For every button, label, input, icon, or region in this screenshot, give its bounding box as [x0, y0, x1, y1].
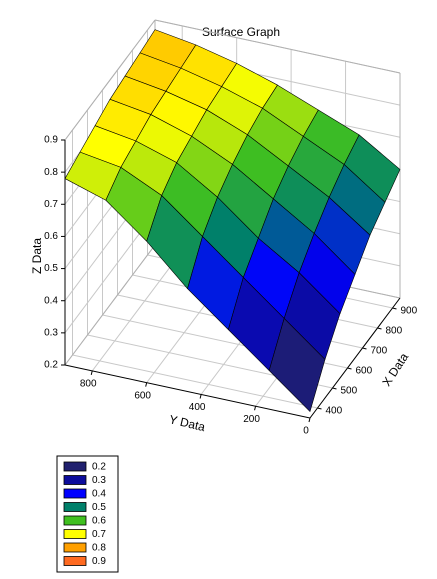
y-tick-label: 800	[80, 379, 97, 390]
axis-line	[64, 364, 311, 419]
legend-swatch	[63, 515, 87, 526]
z-tick-label: 0.4	[44, 295, 58, 306]
x-tick-label: 500	[341, 386, 358, 397]
legend-label: 0.7	[92, 529, 106, 540]
tick-mark	[199, 394, 202, 399]
legend-swatch	[63, 556, 87, 566]
z-tick-label: 0.6	[44, 231, 58, 242]
legend-label: 0.4	[92, 489, 106, 500]
grid-line	[91, 250, 183, 372]
tick-mark	[308, 417, 311, 423]
legend-label: 0.2	[92, 462, 106, 473]
legend-label: 0.3	[92, 475, 106, 486]
tick-mark	[254, 406, 257, 411]
x-tick-label: 600	[356, 366, 373, 377]
z-tick-label: 0.5	[44, 263, 58, 274]
tick-mark	[317, 407, 322, 410]
legend	[56, 455, 119, 573]
legend-label: 0.5	[92, 502, 106, 513]
legend-label: 0.8	[92, 543, 106, 554]
x-tick-label: 400	[326, 406, 343, 417]
box-edge	[64, 244, 156, 366]
y-tick-label: 200	[243, 414, 260, 425]
surface-patch	[268, 318, 326, 412]
legend-label: 0.9	[92, 556, 106, 567]
legend-swatch	[63, 488, 87, 499]
tick-mark	[377, 327, 382, 330]
y-tick-label: 400	[189, 402, 206, 413]
legend-swatch	[63, 461, 87, 472]
z-tick-label: 0.2	[44, 360, 58, 371]
legend-swatch	[63, 542, 87, 553]
legend-swatch	[63, 475, 87, 485]
axis-line	[309, 297, 401, 419]
legend-label: 0.6	[92, 516, 106, 527]
tick-mark	[145, 382, 148, 387]
z-tick-label: 0.9	[44, 135, 58, 146]
y-tick-label: 0	[303, 426, 309, 437]
legend-swatch	[63, 529, 87, 539]
z-tick-label: 0.7	[44, 199, 58, 210]
chart-title: Surface Graph	[202, 25, 280, 39]
box-edge	[64, 19, 156, 141]
x-tick-label: 800	[386, 326, 403, 337]
grid-line	[72, 354, 318, 409]
legend-swatch	[63, 502, 87, 512]
tick-mark	[347, 367, 352, 370]
tick-mark	[90, 370, 93, 376]
y-tick-label: 600	[134, 390, 151, 401]
tick-mark	[362, 347, 367, 350]
tick-mark	[392, 307, 397, 310]
box-edge	[154, 19, 401, 74]
x-tick-label: 700	[371, 346, 388, 357]
z-tick-label: 0.8	[44, 167, 58, 178]
x-tick-label: 900	[401, 306, 418, 317]
tick-mark	[332, 387, 337, 390]
z-axis-title: Z Data	[30, 238, 44, 274]
z-tick-label: 0.3	[44, 327, 58, 338]
